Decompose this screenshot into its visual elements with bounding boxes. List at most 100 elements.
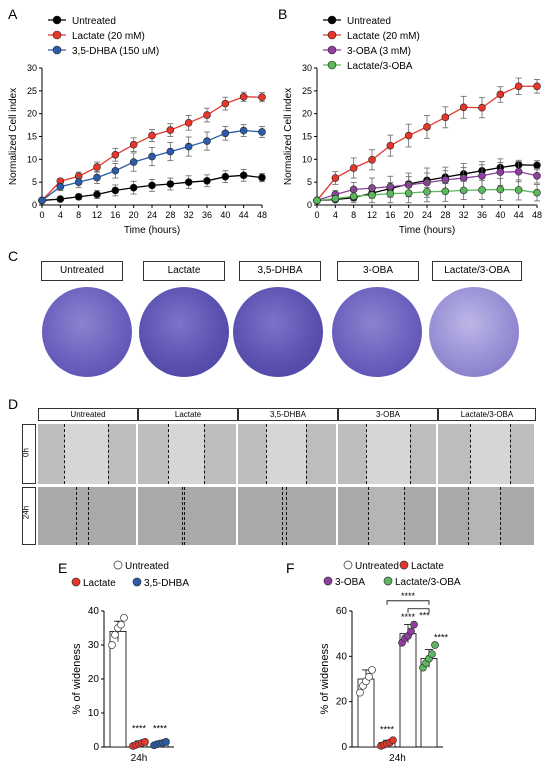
y-tick-label: 20 xyxy=(27,109,37,119)
data-point xyxy=(428,650,436,658)
data-point xyxy=(356,688,364,697)
data-point xyxy=(423,187,431,196)
significance-label: **** xyxy=(401,612,416,622)
data-point xyxy=(410,620,418,629)
legend-label: Untreated xyxy=(125,561,169,572)
x-tick-label: 0 xyxy=(314,210,319,220)
legend-marker xyxy=(132,577,142,587)
dish-dhba xyxy=(233,287,323,377)
significance-label: **** xyxy=(153,724,168,734)
data-point xyxy=(349,164,358,172)
c-label-lactate-3oba: Lactate/3-OBA xyxy=(432,261,522,281)
x-tick-label: 0 xyxy=(39,210,44,220)
x-tick-label: 28 xyxy=(440,210,450,220)
y-tick-label: 0 xyxy=(32,200,37,210)
y-tick-label: 5 xyxy=(32,177,37,187)
y-tick-label: 0 xyxy=(307,200,312,210)
data-point xyxy=(166,180,175,188)
significance-bracket xyxy=(386,600,430,605)
x-tick-label: 44 xyxy=(239,210,249,220)
y-tick-label: 0 xyxy=(341,742,347,753)
x-tick-label: 24 xyxy=(422,210,432,220)
panel-letter-a: A xyxy=(8,6,18,22)
data-point xyxy=(184,178,193,186)
y-tick-label: 25 xyxy=(302,86,312,96)
scratch-0h-untreated xyxy=(38,424,136,484)
scratch-24h-lactate xyxy=(138,487,236,545)
x-tick-label: 40 xyxy=(495,210,505,220)
dish-3oba xyxy=(332,287,422,377)
x-tick-label: 40 xyxy=(220,210,230,220)
legend-label: Lactate (20 mM) xyxy=(72,31,145,42)
data-point xyxy=(166,147,175,156)
x-tick-label: 44 xyxy=(514,210,524,220)
data-point xyxy=(478,171,486,180)
y-tick-label: 30 xyxy=(88,640,100,651)
x-tick-label: 12 xyxy=(92,210,102,220)
data-point xyxy=(368,155,376,164)
y-tick-label: 25 xyxy=(27,86,37,96)
legend-label: Lactate (20 mM) xyxy=(347,31,420,42)
data-point xyxy=(386,141,395,150)
data-point xyxy=(74,192,83,201)
legend-marker xyxy=(71,577,81,587)
data-point xyxy=(423,123,431,131)
data-point xyxy=(514,167,523,176)
data-point xyxy=(459,186,468,195)
x-tick-label: 12 xyxy=(367,210,377,220)
scratch-24h-lactate-3oba xyxy=(438,487,534,545)
scratch-0h-3oba xyxy=(338,424,436,484)
bar xyxy=(420,658,438,748)
data-point xyxy=(404,131,413,140)
legend-label: 3-OBA xyxy=(335,577,365,588)
y-axis-label: % of wideness xyxy=(319,643,331,714)
y-tick-label: 40 xyxy=(336,651,348,662)
data-point xyxy=(459,103,468,112)
data-point xyxy=(496,185,505,194)
data-point xyxy=(148,131,156,140)
legend-marker xyxy=(52,45,62,55)
c-label-dhba: 3,5-DHBA xyxy=(239,261,321,281)
data-point xyxy=(239,92,248,101)
data-point xyxy=(221,172,230,181)
y-tick-label: 30 xyxy=(302,63,312,73)
x-tick-label: 4 xyxy=(333,210,338,220)
x-tick-label: 32 xyxy=(459,210,469,220)
y-tick-label: 20 xyxy=(302,109,312,119)
legend-marker xyxy=(327,60,337,70)
x-tick-label: 32 xyxy=(184,210,194,220)
legend-marker xyxy=(323,576,333,586)
row-box-24h xyxy=(22,487,36,545)
data-point xyxy=(514,186,523,194)
scratch-24h-untreated xyxy=(38,487,136,545)
significance-label: **** xyxy=(401,591,416,601)
scratch-24h-dhba xyxy=(238,487,336,545)
legend-label: Untreated xyxy=(355,561,399,572)
x-tick-label: 4 xyxy=(58,210,63,220)
d-label-lactate-3oba: Lactate/3-OBA xyxy=(438,408,536,421)
data-point xyxy=(111,186,120,195)
data-point xyxy=(93,173,101,182)
legend-label: Lactate xyxy=(83,578,116,589)
x-tick-label: 20 xyxy=(404,210,414,220)
dish-lactate xyxy=(139,287,229,377)
legend-marker xyxy=(343,560,353,570)
y-tick-label: 60 xyxy=(336,606,348,617)
data-point xyxy=(111,150,120,159)
panel-letter-c: C xyxy=(8,248,19,264)
data-point xyxy=(239,171,248,180)
data-point xyxy=(93,163,101,171)
data-point xyxy=(111,630,119,639)
y-tick-label: 15 xyxy=(302,132,312,142)
y-tick-label: 10 xyxy=(302,154,312,164)
data-point xyxy=(108,641,116,649)
data-point xyxy=(496,168,505,176)
y-tick-label: 10 xyxy=(88,708,100,719)
data-point xyxy=(533,171,541,180)
y-tick-label: 15 xyxy=(27,132,37,142)
data-point xyxy=(514,82,523,91)
legend-label: Untreated xyxy=(72,16,116,27)
panel-letter-e: E xyxy=(58,560,68,576)
